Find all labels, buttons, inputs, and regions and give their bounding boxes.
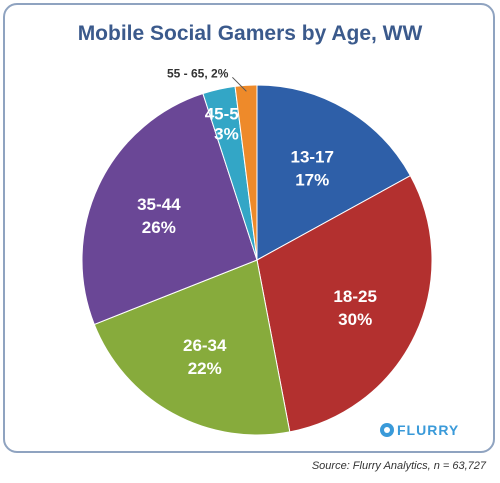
slice-value-label: 26% bbox=[142, 218, 176, 237]
slice-value-label: 22% bbox=[188, 359, 222, 378]
flurry-logo-icon bbox=[380, 423, 394, 437]
leader-line bbox=[232, 76, 247, 92]
pie-slice-18-25 bbox=[256, 175, 433, 433]
slice-category-label: 26-34 bbox=[183, 336, 227, 355]
pie-slice-35-44 bbox=[81, 92, 258, 326]
slice-category-label: 18-25 bbox=[333, 287, 376, 306]
slice-category-label: 13-17 bbox=[290, 148, 333, 167]
chart-title: Mobile Social Gamers by Age, WW bbox=[77, 22, 423, 45]
pie-slice-26-34 bbox=[93, 259, 291, 436]
slice-category-label: 35-44 bbox=[137, 195, 181, 214]
source-note: Source: Flurry Analytics, n = 63,727 bbox=[311, 460, 486, 472]
slice-value-label: 30% bbox=[338, 310, 372, 329]
pie-slice-13-17 bbox=[256, 84, 412, 261]
logo-text: FLURRY bbox=[397, 422, 460, 438]
pie-slice-55-65 bbox=[234, 84, 258, 261]
slice-value-label: 17% bbox=[295, 171, 329, 190]
slice-outside-label: 55 - 65, 2% bbox=[167, 66, 229, 80]
slice-value-label: 3% bbox=[214, 124, 239, 143]
flurry-logo: FLURRY bbox=[380, 422, 459, 438]
